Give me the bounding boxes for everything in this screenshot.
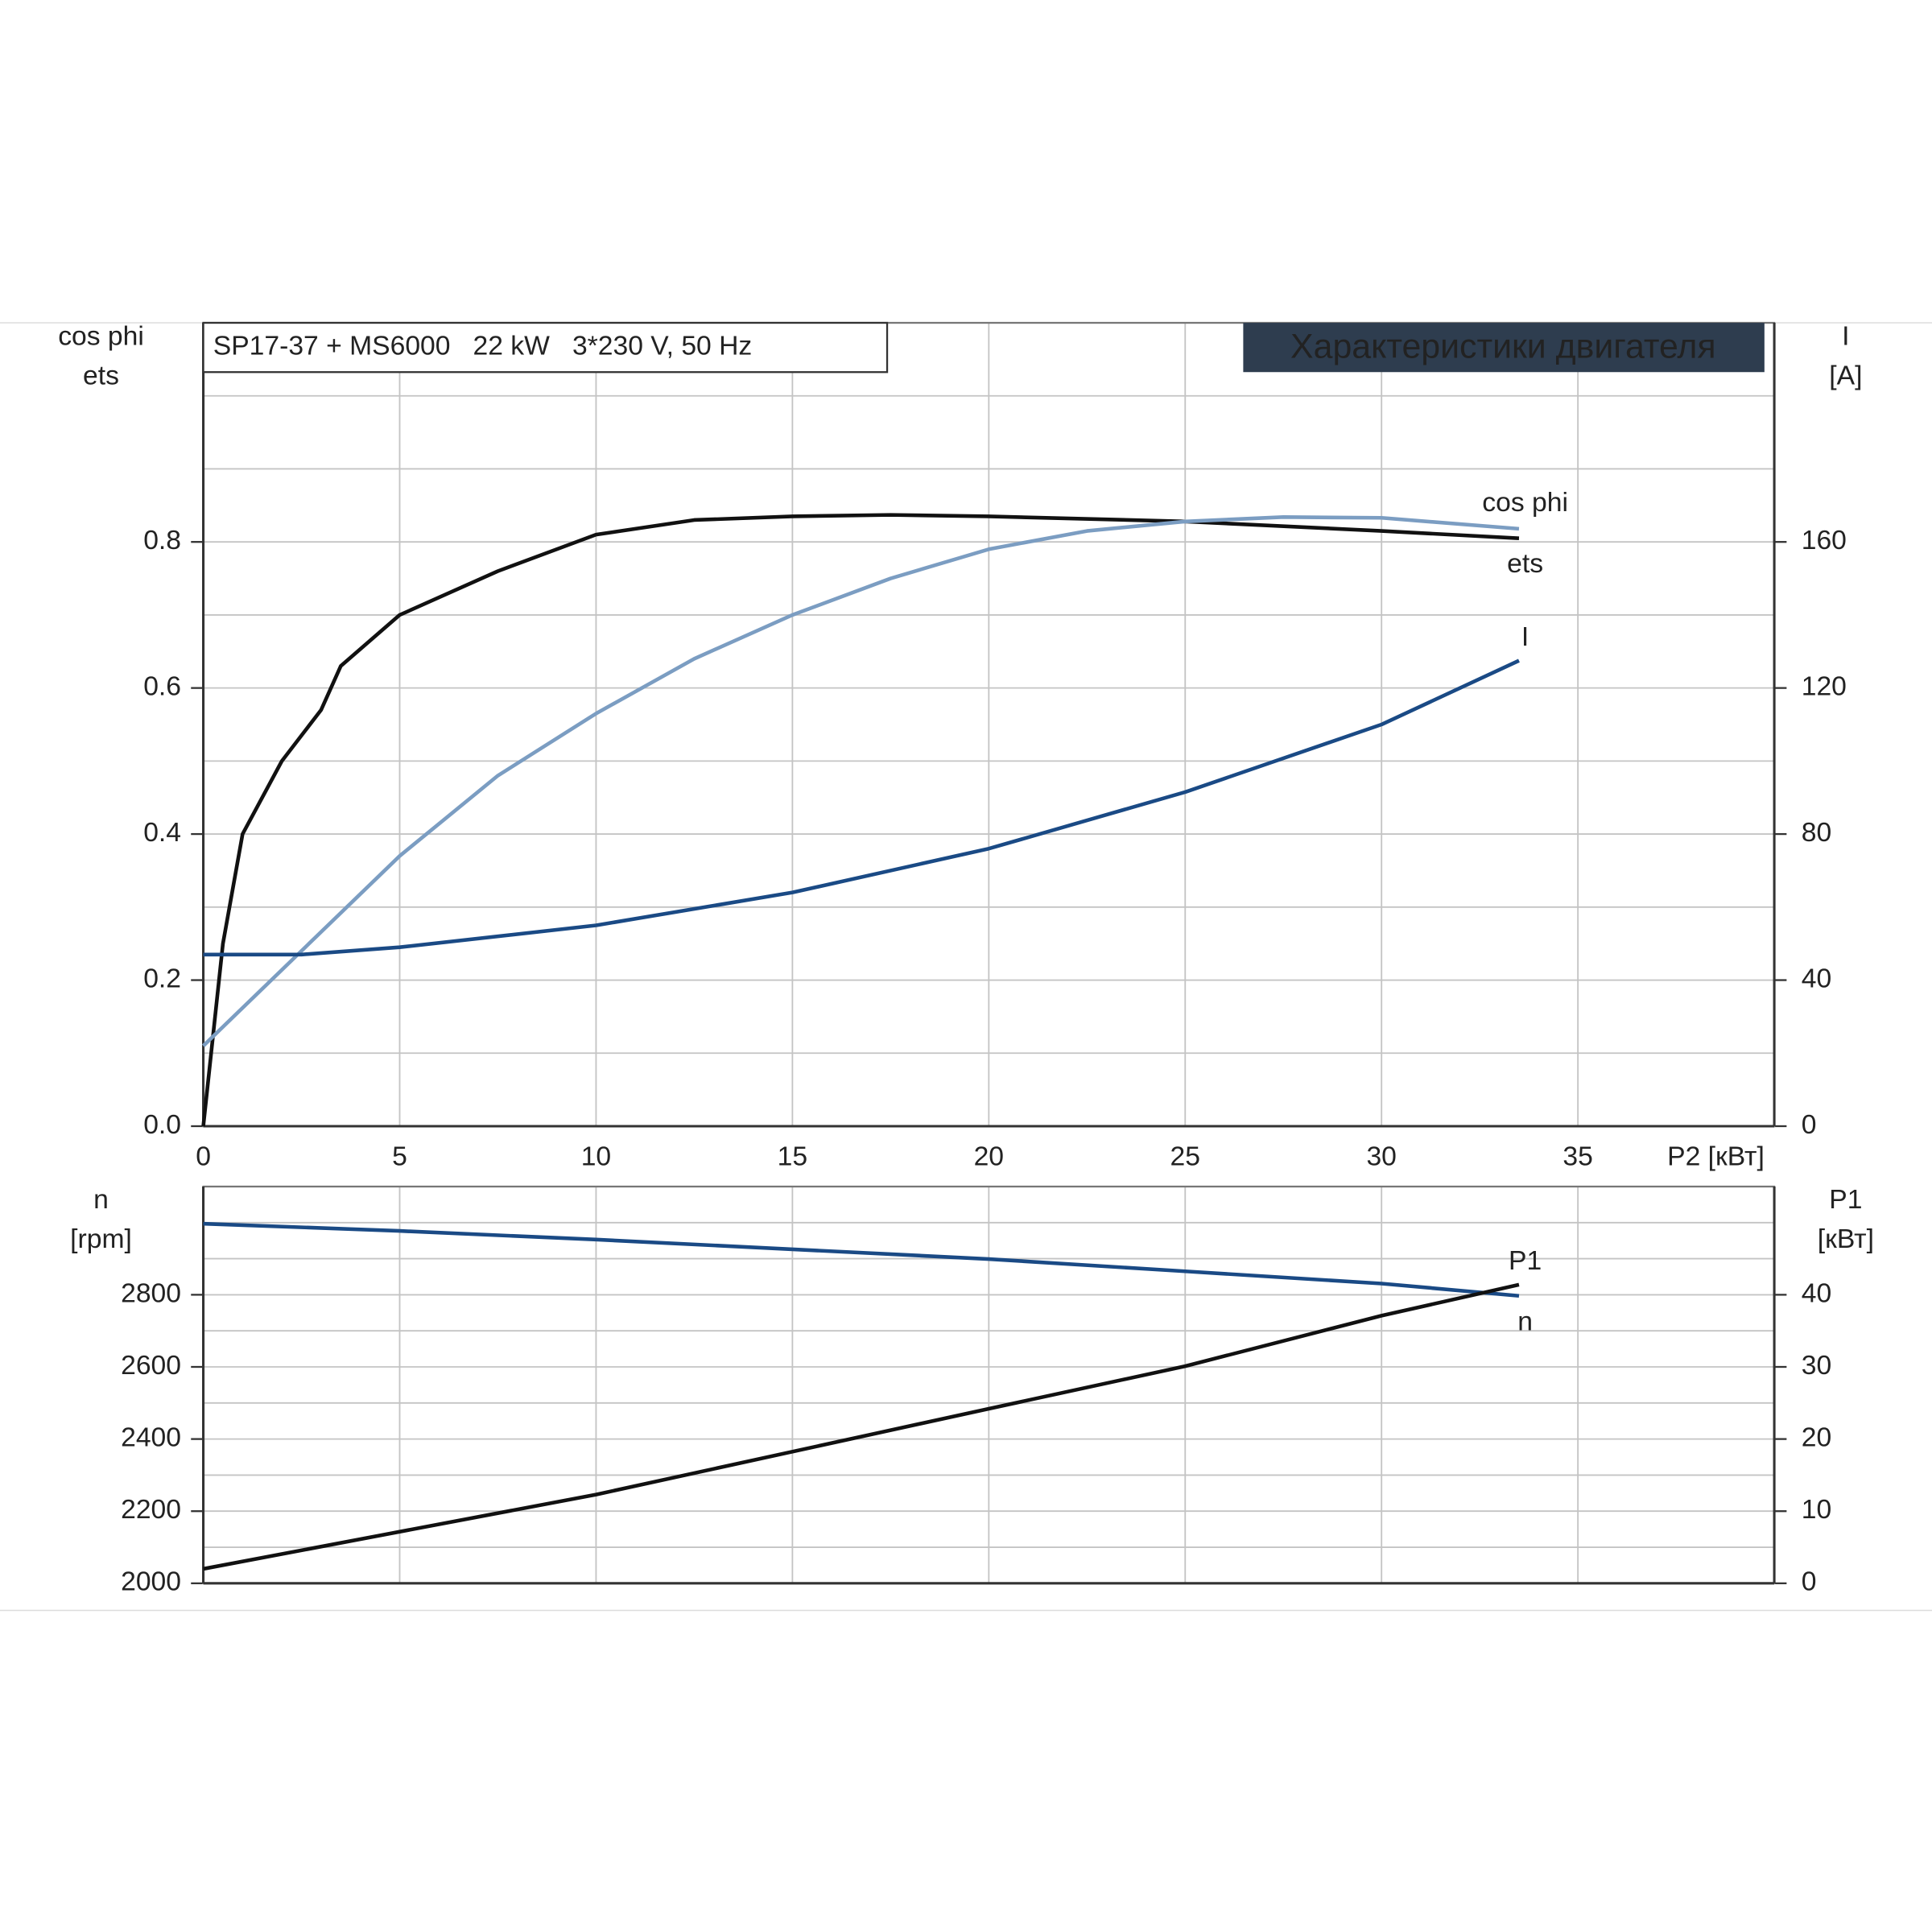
x-tick-label: 0: [196, 1142, 211, 1172]
series-label: P1: [1509, 1246, 1542, 1276]
y2-axis-label: [A]: [1829, 361, 1862, 390]
x-axis-label: P2 [кВт]: [1667, 1142, 1765, 1172]
y2-axis-label: [кВт]: [1818, 1224, 1874, 1254]
y-tick-label: 2200: [121, 1495, 181, 1525]
y2-axis-label: I: [1842, 321, 1849, 351]
y2-axis-label: P1: [1829, 1185, 1862, 1215]
y-tick-label: 0.6: [143, 672, 181, 702]
x-tick-label: 5: [392, 1142, 407, 1172]
y2-tick-label: 20: [1802, 1423, 1831, 1453]
y2-tick-label: 0: [1802, 1567, 1817, 1597]
y-tick-label: 2800: [121, 1278, 181, 1308]
x-tick-label: 25: [1170, 1142, 1200, 1172]
y-tick-label: 0.2: [143, 964, 181, 993]
y2-tick-label: 160: [1802, 526, 1847, 555]
y-tick-label: 2400: [121, 1423, 181, 1453]
series-line: [201, 515, 1520, 1047]
subtitle: SP17-37 + MS6000 22 kW 3*230 V, 50 Hz: [213, 332, 752, 361]
title-box: [1243, 323, 1765, 373]
series-label: n: [1517, 1307, 1533, 1336]
x-tick-label: 10: [581, 1142, 611, 1172]
y-axis-label: cos phi: [58, 321, 144, 351]
series-line: [203, 1221, 1520, 1298]
x-tick-label: 35: [1563, 1142, 1592, 1172]
series-label: ets: [1507, 549, 1543, 579]
subtitle-box: [202, 321, 889, 374]
chart-title: Характеристики двигателя: [1290, 327, 1716, 365]
x-tick-label: 15: [778, 1142, 807, 1172]
y2-tick-label: 40: [1802, 1278, 1831, 1308]
y2-tick-label: 0: [1802, 1110, 1817, 1140]
y2-tick-label: 120: [1802, 672, 1847, 702]
y-tick-label: 0.0: [143, 1110, 181, 1140]
series-line: [203, 1282, 1520, 1571]
series-label: cos phi: [1482, 488, 1568, 518]
y2-tick-label: 30: [1802, 1351, 1831, 1381]
y2-tick-label: 40: [1802, 964, 1831, 993]
series-line: [203, 658, 1520, 957]
y2-tick-label: 80: [1802, 818, 1831, 848]
x-tick-label: 30: [1366, 1142, 1396, 1172]
series-line: [201, 513, 1520, 1127]
series-label: I: [1521, 622, 1529, 652]
y-tick-label: 2000: [121, 1567, 181, 1597]
y-axis-label: [rpm]: [70, 1224, 132, 1254]
y-axis-label: ets: [83, 361, 119, 390]
x-tick-label: 20: [974, 1142, 1004, 1172]
y-tick-label: 2600: [121, 1351, 181, 1381]
y-axis-label: n: [93, 1185, 109, 1215]
y2-tick-label: 10: [1802, 1495, 1831, 1525]
y-tick-label: 0.8: [143, 526, 181, 555]
y-tick-label: 0.4: [143, 818, 181, 848]
